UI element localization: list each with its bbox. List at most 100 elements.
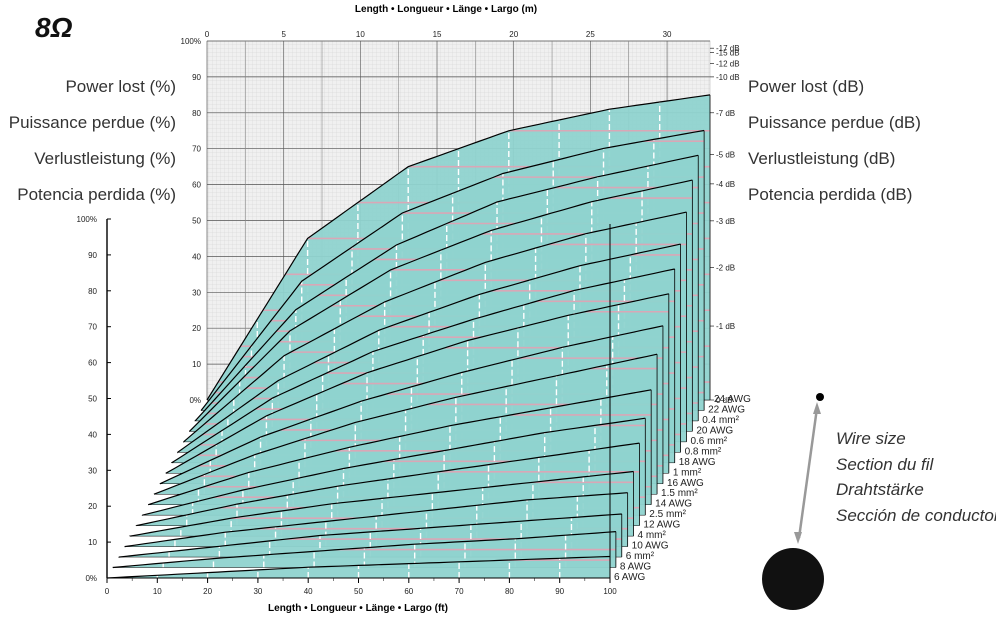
db-tick-label: -3 dB	[716, 217, 735, 226]
back-y-tick-label: 0%	[189, 396, 201, 405]
right-label-fr: Puissance perdue (dB)	[748, 113, 921, 132]
x-tick-label: 90	[555, 587, 564, 596]
db-tick-label: -10 dB	[716, 73, 740, 82]
top-x-tick-label: 10	[356, 30, 365, 39]
left-label-fr: Puissance perdue (%)	[9, 113, 176, 132]
wire-series-label: 14 AWG	[655, 499, 692, 510]
series-curve	[118, 513, 622, 558]
back-y-tick-label: 10	[192, 360, 201, 369]
db-tick-label: -4 dB	[716, 180, 735, 189]
wire-series-label: 2.5 mm²	[649, 509, 686, 520]
back-y-tick-label: 30	[192, 288, 201, 297]
back-y-tick-label: 40	[192, 252, 201, 261]
back-y-tick-label: 70	[192, 145, 201, 154]
wire-size-es: Sección de conductor	[836, 506, 996, 525]
wire-series-label: 0.8 mm²	[685, 446, 722, 457]
series-curve	[135, 442, 640, 527]
back-y-tick-label: 100%	[181, 37, 201, 46]
db-tick-label: -5 dB	[716, 150, 735, 159]
back-y-tick-label: 90	[192, 73, 201, 82]
y-tick-label: 0%	[85, 574, 97, 583]
y-tick-label: 20	[88, 502, 97, 511]
back-y-tick-label: 20	[192, 324, 201, 333]
y-tick-label: 60	[88, 359, 97, 368]
top-x-tick-label: 5	[281, 30, 286, 39]
left-label-es: Potencia perdida (%)	[17, 185, 176, 204]
top-x-tick-label: 0	[205, 30, 210, 39]
x-tick-label: 50	[354, 587, 363, 596]
wire-series-label: 16 AWG	[667, 478, 704, 489]
x-tick-label: 30	[253, 587, 262, 596]
top-x-tick-label: 20	[509, 30, 518, 39]
series-curve	[141, 417, 646, 516]
series-curve	[171, 268, 675, 464]
wire-size-en: Wire size	[836, 429, 906, 448]
bottom-axis-title: Length • Longueur • Länge • Largo (ft)	[268, 603, 448, 614]
wire-series-label: 24 AWG	[714, 394, 751, 405]
series-curve	[177, 243, 681, 454]
right-label-en: Power lost (dB)	[748, 77, 864, 96]
thin-wire-icon	[816, 393, 824, 401]
impedance-title: 8Ω	[35, 12, 73, 43]
wire-size-legend: Wire size Section du fil Drahtstärke Sec…	[762, 393, 996, 610]
size-arrow-head-bottom	[794, 532, 802, 544]
series-curve	[128, 470, 634, 537]
series-curve	[153, 353, 658, 495]
top-x-tick-label: 15	[433, 30, 442, 39]
wire-size-fr: Section du fil	[836, 455, 935, 474]
db-tick-label: -2 dB	[716, 264, 735, 273]
back-y-tick-label: 80	[192, 109, 201, 118]
db-tick-label: -17 dB	[716, 44, 740, 53]
series-curve	[159, 325, 664, 485]
x-tick-label: 80	[505, 587, 514, 596]
size-arrow-head-top	[813, 402, 821, 414]
db-tick-label: 0 dB	[716, 396, 732, 405]
x-tick-label: 70	[455, 587, 464, 596]
wire-series-label: 20 AWG	[696, 425, 733, 436]
wire-series-label: 6 mm²	[626, 551, 655, 562]
wire-series-label: 18 AWG	[679, 457, 716, 468]
series-curve	[183, 211, 687, 443]
db-tick-label: -15 dB	[716, 48, 740, 57]
y-tick-label: 10	[88, 538, 97, 547]
y-tick-label: 30	[88, 466, 97, 475]
series-curve	[165, 293, 669, 474]
thick-wire-icon	[762, 548, 824, 610]
db-tick-label: -7 dB	[716, 109, 735, 118]
x-tick-label: 0	[105, 587, 110, 596]
wire-series-label: 6 AWG	[614, 572, 646, 583]
series-curve	[206, 94, 711, 401]
top-x-tick-label: 30	[663, 30, 672, 39]
series-curve	[124, 492, 628, 548]
wire-series-label: 1 mm²	[673, 467, 702, 478]
right-label-de: Verlustleistung (dB)	[748, 149, 895, 168]
back-y-tick-label: 60	[192, 181, 201, 190]
wire-series-label: 12 AWG	[643, 520, 680, 531]
x-tick-label: 10	[153, 587, 162, 596]
wire-series-label: 0.6 mm²	[690, 436, 727, 447]
series-curve	[106, 555, 611, 579]
left-label-en: Power lost (%)	[65, 77, 176, 96]
x-tick-label: 100	[603, 587, 617, 596]
left-label-de: Verlustleistung (%)	[34, 149, 176, 168]
y-tick-label: 50	[88, 395, 97, 404]
series-curve	[112, 531, 616, 569]
wire-series-label: 0.4 mm²	[702, 415, 739, 426]
left-labels: Power lost (%) Puissance perdue (%) Verl…	[9, 77, 176, 204]
wire-size-de: Drahtstärke	[836, 480, 924, 499]
db-tick-label: -1 dB	[716, 322, 735, 331]
back-y-tick-label: 50	[192, 217, 201, 226]
x-tick-label: 40	[304, 587, 313, 596]
series-curve	[188, 179, 693, 432]
wire-series-label: 4 mm²	[638, 530, 667, 541]
y-tick-label: 80	[88, 287, 97, 296]
top-axis-title: Length • Longueur • Länge • Largo (m)	[355, 4, 537, 15]
wire-series-label: 10 AWG	[632, 541, 669, 552]
y-tick-label: 40	[88, 430, 97, 439]
series-curve	[194, 154, 699, 422]
x-tick-label: 20	[203, 587, 212, 596]
right-label-es: Potencia perdida (dB)	[748, 185, 912, 204]
